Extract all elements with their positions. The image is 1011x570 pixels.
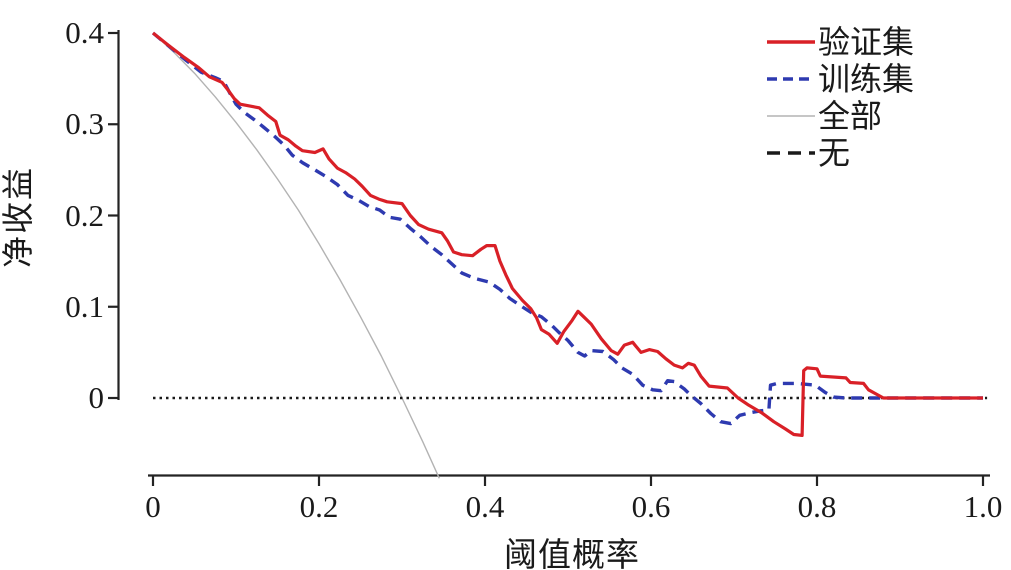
legend-item-training: 训练集 xyxy=(766,60,914,97)
legend-item-all: 全部 xyxy=(766,97,914,134)
series-line-全部 xyxy=(152,32,440,479)
x-tick-label: 1.0 xyxy=(963,489,1003,524)
y-tick-label: 0.1 xyxy=(65,288,104,324)
y-tick-label: 0.3 xyxy=(65,106,104,142)
y-axis-title: 净收益 xyxy=(0,166,36,269)
legend-item-validation: 验证集 xyxy=(766,23,914,60)
x-tick-label: 0.8 xyxy=(797,489,837,524)
x-tick-label: 0.4 xyxy=(465,489,505,524)
legend-item-none: 无 xyxy=(766,134,914,171)
legend: 验证集 训练集 全部 无 xyxy=(766,23,914,171)
legend-line-training-icon xyxy=(767,76,815,81)
y-tick-label: 0.2 xyxy=(65,197,104,233)
x-axis-title: 阈值概率 xyxy=(504,538,640,570)
legend-label-none: 无 xyxy=(818,134,851,171)
x-tick-label: 0 xyxy=(145,489,161,524)
series-line-验证集 xyxy=(152,31,983,437)
legend-label-validation: 验证集 xyxy=(818,23,915,60)
legend-line-none-icon xyxy=(767,150,815,155)
x-tick-label: 0.2 xyxy=(299,489,339,524)
legend-label-training: 训练集 xyxy=(818,60,915,97)
series-line-训练集 xyxy=(151,31,983,426)
y-tick-label: 0 xyxy=(88,380,105,415)
legend-label-all: 全部 xyxy=(818,97,883,134)
x-tick-label: 0.6 xyxy=(631,489,671,524)
y-tick-label: 0.4 xyxy=(65,15,104,50)
legend-line-validation-icon xyxy=(767,39,815,44)
legend-line-all-icon xyxy=(767,114,815,117)
